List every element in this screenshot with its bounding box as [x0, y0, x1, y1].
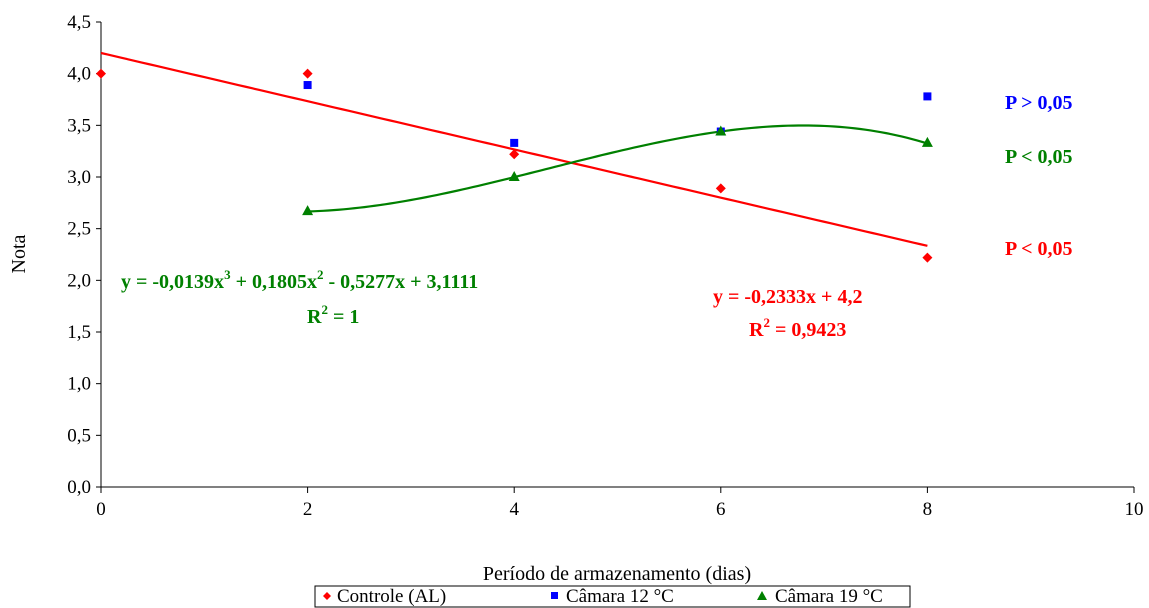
x-tick-label: 6 [716, 499, 726, 520]
x-tick-label: 0 [96, 499, 106, 520]
y-tick-label: 3,5 [67, 115, 91, 136]
legend-item-controle: Controle (AL) [323, 586, 446, 607]
x-tick-label: 4 [509, 499, 519, 520]
y-axis-title: Nota [8, 234, 30, 273]
legend-label-controle: Controle (AL) [337, 586, 446, 607]
legend-marker-diamond [323, 592, 331, 600]
trendline-series-2 [307, 124, 928, 213]
data-point-series-0 [509, 149, 520, 160]
data-point-series-2 [302, 205, 314, 216]
y-tick-label: 2,0 [67, 270, 91, 291]
data-point-series-0 [302, 68, 313, 79]
p-value-controle: P < 0,05 [1005, 238, 1073, 260]
r2-controle: R2 = 0,9423 [749, 315, 846, 341]
x-tick-label: 10 [1125, 499, 1144, 520]
y-tick-label: 2,5 [67, 219, 91, 240]
x-axis-title: Período de armazenamento (dias) [483, 563, 751, 585]
x-tick-label: 2 [303, 499, 313, 520]
y-tick-label: 1,5 [67, 322, 91, 343]
y-tick-label: 3,0 [67, 167, 91, 188]
data-point-series-2 [921, 136, 933, 147]
data-point-series-1 [510, 138, 519, 147]
p-value-camara-19: P < 0,05 [1005, 146, 1073, 168]
legend-item-camara-12: Câmara 12 °C [551, 586, 674, 607]
data-point-series-0 [922, 252, 933, 263]
y-tick-label: 4,0 [67, 64, 91, 85]
y-axis-ticks: 0,0 0,5 1,0 1,5 2,0 2,5 3,0 3,5 4,0 4,5 [67, 12, 101, 498]
y-tick-label: 4,5 [67, 12, 91, 33]
x-axis-ticks: 0 2 4 6 8 10 [96, 487, 1144, 520]
data-point-series-0 [715, 183, 726, 194]
y-tick-label: 0,5 [67, 425, 91, 446]
legend-label-camara-19: Câmara 19 °C [775, 586, 883, 607]
r2-camara-19: R2 = 1 [307, 302, 359, 328]
data-point-series-1 [303, 81, 312, 90]
legend-marker-square [551, 592, 558, 599]
legend-item-camara-19: Câmara 19 °C [757, 586, 883, 607]
data-point-series-1 [923, 92, 932, 101]
legend: Controle (AL) Câmara 12 °C Câmara 19 °C [314, 585, 911, 608]
data-point-series-2 [715, 125, 727, 136]
y-tick-label: 0,0 [67, 477, 91, 498]
equation-controle: y = -0,2333x + 4,2 [713, 286, 862, 308]
data-point-series-0 [96, 68, 106, 79]
p-value-camara-12: P > 0,05 [1005, 92, 1073, 114]
data-point-series-2 [508, 171, 520, 181]
legend-marker-triangle [757, 591, 767, 600]
x-tick-label: 8 [923, 499, 933, 520]
equation-camara-19: y = -0,0139x3 + 0,1805x2 - 0,5277x + 3,1… [121, 267, 478, 293]
plot-area [100, 22, 1134, 488]
legend-label-camara-12: Câmara 12 °C [566, 586, 674, 607]
legend-box [314, 585, 911, 608]
data-points [96, 68, 933, 263]
y-tick-label: 1,0 [67, 374, 91, 395]
